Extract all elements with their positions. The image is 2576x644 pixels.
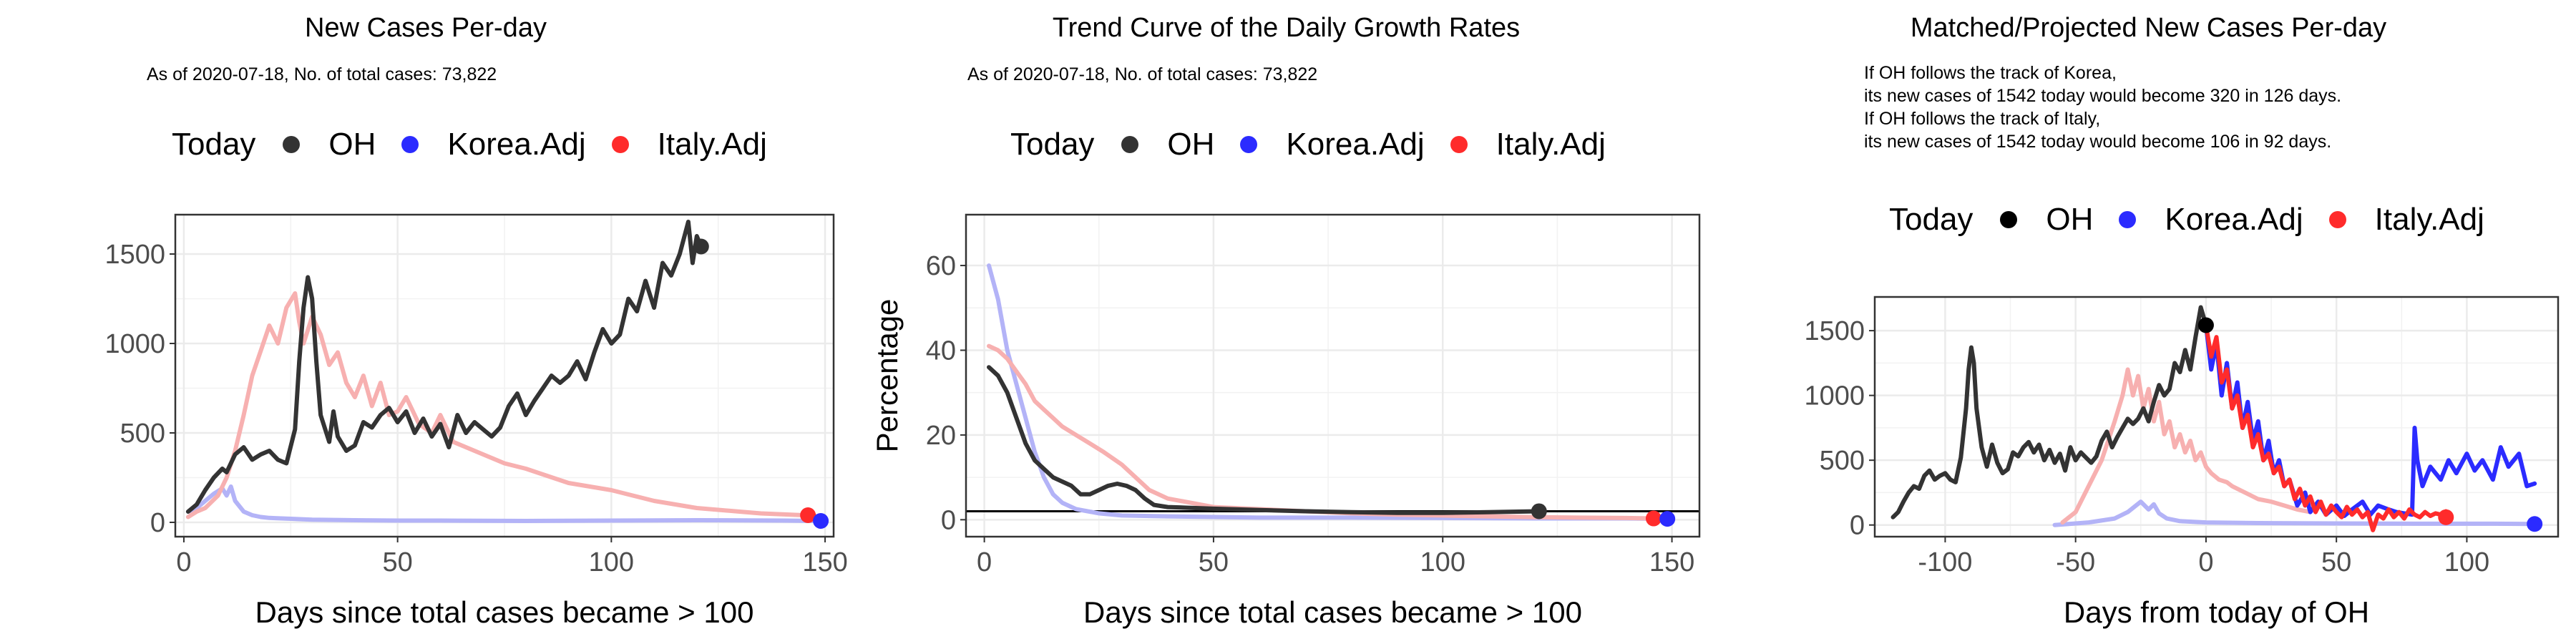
- legend-item-oh: OH: [2000, 202, 2093, 238]
- series-line: [1890, 305, 2208, 519]
- x-tick-label: -100: [1918, 547, 1972, 577]
- y-tick-label: 0: [1850, 511, 1865, 541]
- legend-dot-icon: [1450, 136, 1468, 153]
- today-point: [1659, 511, 1676, 527]
- today-point: [2527, 516, 2543, 532]
- chart-panel-projected: Matched/Projected New Cases Per-day If O…: [1721, 0, 2576, 644]
- y-axis-title: Percentage: [870, 299, 904, 453]
- x-tick-label: -50: [2056, 547, 2095, 577]
- today-point: [800, 507, 816, 523]
- legend-dot-icon: [611, 136, 629, 153]
- legend-title: Today: [1889, 202, 1974, 237]
- legend-item-oh: OH: [283, 127, 376, 162]
- chart-legend: Today OH Korea.Adj Italy.Adj: [1010, 127, 1631, 162]
- series-line: [185, 220, 703, 514]
- legend-item-oh: OH: [1121, 127, 1214, 162]
- legend-dot-icon: [2119, 211, 2137, 228]
- legend-dot-icon: [1121, 136, 1139, 153]
- y-tick-label: 0: [941, 505, 956, 535]
- series-line: [2203, 323, 2449, 532]
- series-line: [2060, 367, 2313, 525]
- legend-title: Today: [172, 127, 256, 162]
- series-line: [185, 484, 819, 523]
- plot-border: [1873, 296, 2560, 538]
- chart-subtitle: If OH follows the track of Korea, its ne…: [1864, 63, 2342, 152]
- y-tick-label: 500: [1820, 446, 1865, 476]
- y-tick-label: 1000: [104, 329, 165, 359]
- x-tick-label: 50: [2321, 547, 2351, 577]
- legend-title: Today: [1010, 127, 1095, 162]
- x-tick-label: 50: [1199, 547, 1229, 577]
- chart-legend: Today OH Korea.Adj Italy.Adj: [1889, 202, 2510, 238]
- series-line: [987, 263, 1674, 522]
- plot-border: [965, 213, 1701, 538]
- today-point: [2197, 317, 2214, 333]
- chart-plot-growth-rates: 0 50 100 150 0 20 40 60 Days since total cases b…: [870, 213, 1701, 629]
- x-axis-title: Days from today of OH: [2064, 595, 2369, 629]
- legend-item-italy: Italy.Adj: [611, 127, 767, 162]
- today-point: [1645, 510, 1662, 527]
- x-tick-label: 0: [977, 547, 992, 577]
- legend-dot-icon: [283, 136, 301, 153]
- x-tick-label: 100: [589, 547, 634, 577]
- legend-dot-icon: [2328, 211, 2346, 228]
- legend-item-korea: Korea.Adj: [2119, 202, 2303, 238]
- y-tick-label: 1500: [1804, 316, 1865, 346]
- y-tick-label: 40: [926, 336, 956, 366]
- chart-subtitle: As of 2020-07-18, No. of total cases: 73…: [147, 64, 497, 84]
- y-tick-label: 60: [926, 251, 956, 281]
- legend-item-italy: Italy.Adj: [1450, 127, 1606, 162]
- x-tick-label: 150: [1649, 547, 1694, 577]
- chart-title: Matched/Projected New Cases Per-day: [1910, 13, 2387, 43]
- x-tick-label: 50: [383, 547, 413, 577]
- legend-item-korea: Korea.Adj: [401, 127, 586, 162]
- legend-dot-icon: [1240, 136, 1258, 153]
- chart-title: New Cases Per-day: [305, 13, 547, 43]
- x-axis-title: Days since total cases became > 100: [1083, 595, 1582, 629]
- today-point: [2438, 509, 2454, 525]
- chart-legend: Today OH Korea.Adj Italy.Adj: [172, 127, 793, 162]
- series-line: [2203, 323, 2537, 518]
- today-point: [1531, 503, 1547, 519]
- y-tick-label: 1500: [104, 240, 165, 270]
- x-tick-label: 100: [2444, 547, 2489, 577]
- series-line: [2052, 499, 2537, 527]
- today-point: [693, 238, 709, 255]
- y-tick-label: 20: [926, 421, 956, 451]
- chart-panel-growth-rates: Trend Curve of the Daily Growth Rates As…: [852, 0, 1721, 644]
- legend-dot-icon: [2000, 211, 2018, 228]
- today-point: [813, 513, 829, 529]
- legend-dot-icon: [401, 136, 419, 153]
- legend-item-korea: Korea.Adj: [1240, 127, 1425, 162]
- y-tick-label: 1000: [1804, 381, 1865, 411]
- x-tick-label: 0: [2198, 547, 2213, 577]
- series-line: [185, 291, 819, 519]
- x-tick-label: 100: [1420, 547, 1465, 577]
- series-line: [987, 343, 1656, 521]
- series-line: [987, 365, 1541, 515]
- chart-title: Trend Curve of the Daily Growth Rates: [1052, 13, 1521, 43]
- chart-panel-new-cases: New Cases Per-day As of 2020-07-18, No. …: [0, 0, 852, 644]
- y-tick-label: 0: [150, 508, 165, 538]
- legend-item-italy: Italy.Adj: [2328, 202, 2484, 238]
- x-axis-title: Days since total cases became > 100: [255, 595, 754, 629]
- y-tick-label: 500: [120, 419, 165, 449]
- chart-subtitle: As of 2020-07-18, No. of total cases: 73…: [967, 64, 1318, 84]
- x-tick-label: 150: [802, 547, 847, 577]
- x-tick-label: 0: [176, 547, 191, 577]
- plot-border: [174, 213, 835, 538]
